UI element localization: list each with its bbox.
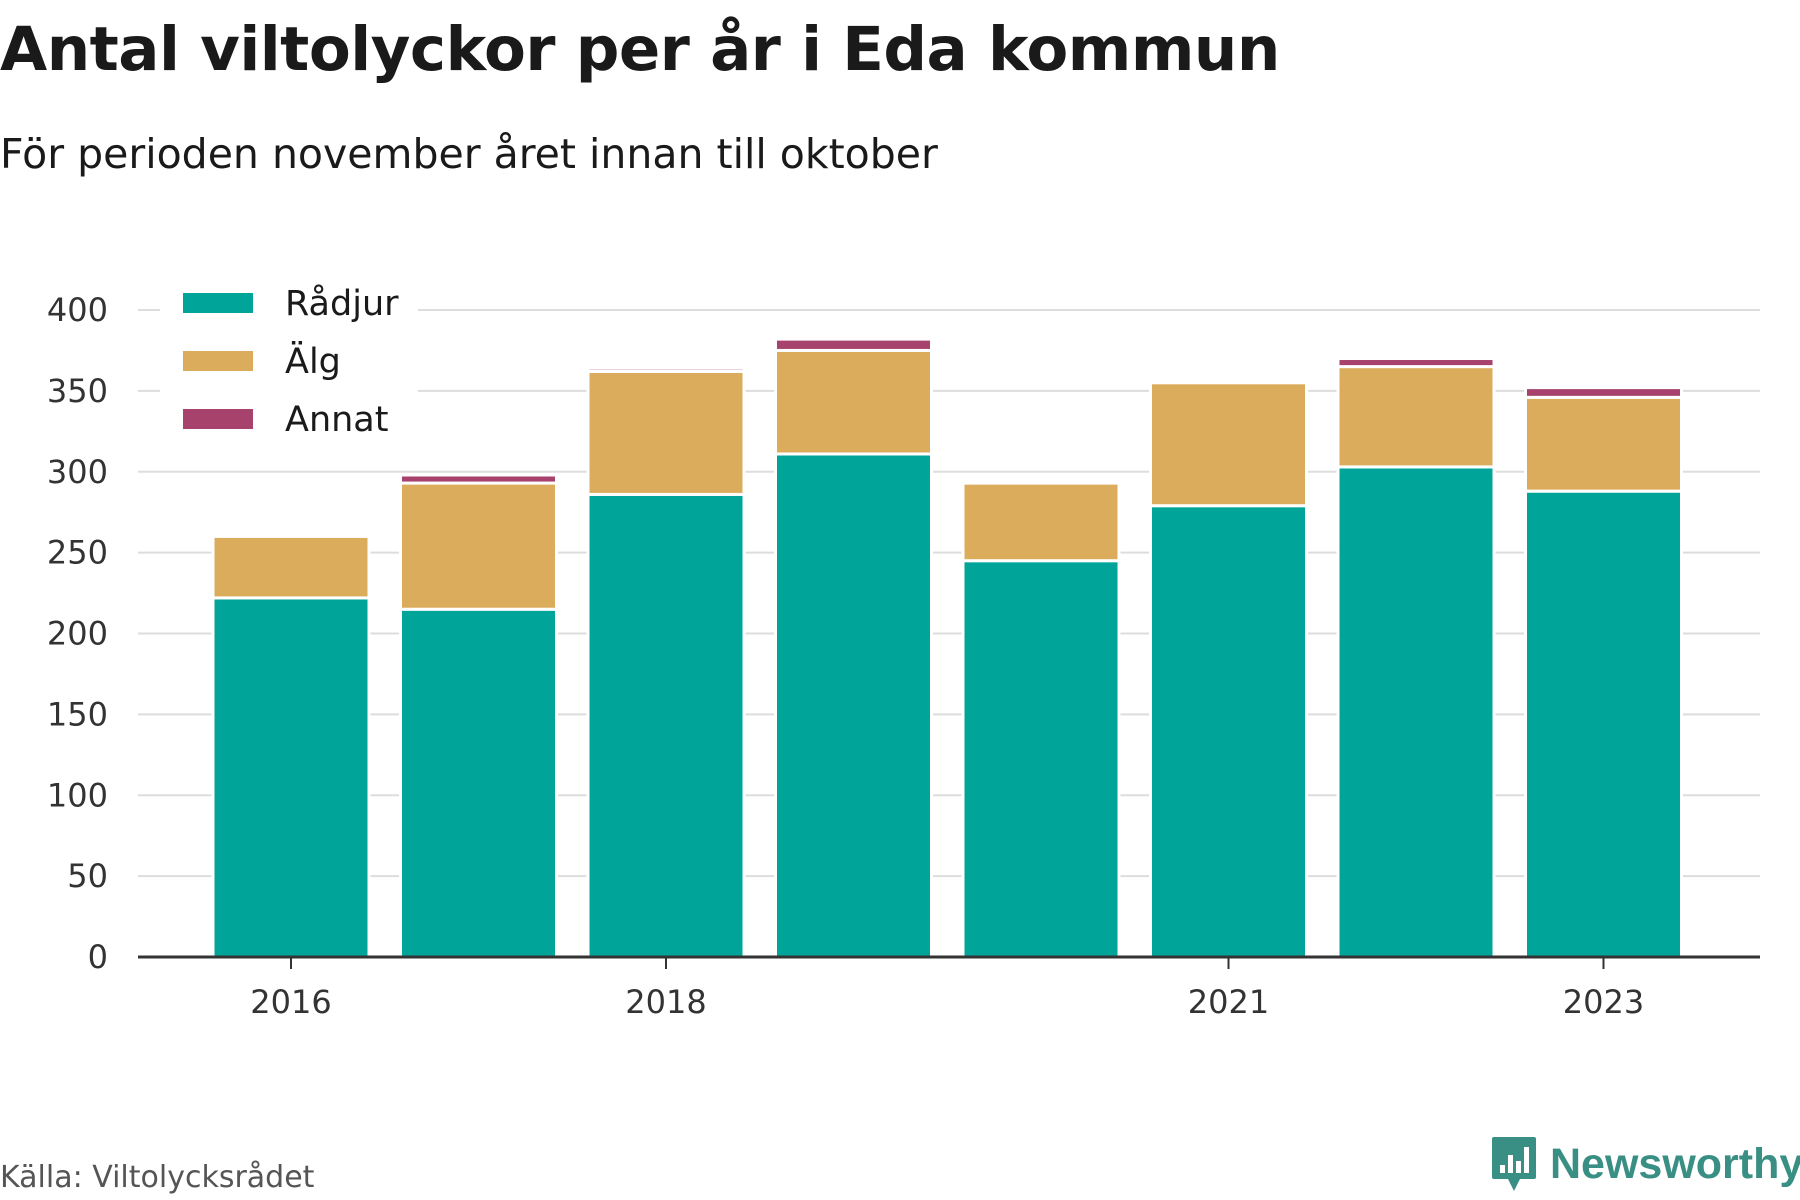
y-tick-label: 400 bbox=[47, 291, 108, 329]
y-tick-label: 100 bbox=[47, 776, 108, 814]
x-tick-label: 2016 bbox=[250, 983, 331, 1021]
bar-segment-Älg bbox=[961, 481, 1121, 563]
bar-segment-Älg bbox=[399, 481, 558, 611]
bar-segment-Älg bbox=[774, 348, 933, 456]
bar-stack-2020 bbox=[961, 479, 1121, 959]
brand-logo: Newsworthy bbox=[1490, 1135, 1800, 1193]
bar-stack-2019 bbox=[774, 337, 933, 959]
y-tick-label: 150 bbox=[47, 695, 108, 733]
bar-segment-Annat bbox=[774, 337, 933, 352]
bar-segment-Annat bbox=[1524, 386, 1683, 399]
bars bbox=[211, 337, 1683, 959]
brand-name: Newsworthy bbox=[1550, 1139, 1800, 1188]
chart-title: Antal viltolyckor per år i Eda kommun bbox=[0, 14, 1280, 85]
bar-segment-Rådjur bbox=[1149, 504, 1308, 959]
x-axis: 2016 2018 2021 2023 bbox=[138, 955, 1760, 1021]
bar-segment-Rådjur bbox=[1524, 489, 1683, 959]
bar-segment-Rådjur bbox=[961, 559, 1121, 959]
chart-subtitle: För perioden november året innan till ok… bbox=[0, 130, 938, 178]
bar-segment-Rådjur bbox=[1336, 465, 1496, 959]
x-tick-label: 2021 bbox=[1188, 983, 1269, 1021]
legend-swatch bbox=[183, 293, 253, 313]
legend-swatch bbox=[183, 409, 253, 429]
bar-segment-Annat bbox=[961, 479, 1121, 485]
bar-segment-Älg bbox=[1336, 365, 1496, 469]
bar-segment-Annat bbox=[399, 473, 558, 485]
bar-stack-2017 bbox=[399, 473, 558, 959]
bar-segment-Annat bbox=[586, 366, 746, 373]
y-tick-label: 350 bbox=[47, 372, 108, 410]
bar-segment-Älg bbox=[211, 534, 371, 600]
source-note: Källa: Viltolycksrådet bbox=[0, 1160, 315, 1195]
bar-segment-Rådjur bbox=[774, 452, 933, 959]
legend-label: Älg bbox=[285, 340, 341, 382]
bar-segment-Annat bbox=[1336, 357, 1496, 369]
bar-segment-Rådjur bbox=[399, 607, 558, 959]
bar-segment-Rådjur bbox=[586, 492, 746, 959]
bar-stack-2016 bbox=[211, 534, 371, 959]
y-tick-label: 200 bbox=[47, 615, 108, 653]
bar-segment-Älg bbox=[586, 369, 746, 496]
stacked-bar-chart: 0 50 100 150 200 250 300 350 400 2016 2018 2021 202… bbox=[46, 278, 1760, 1021]
x-tick-label: 2023 bbox=[1563, 983, 1644, 1021]
bar-segment-Älg bbox=[1524, 395, 1683, 493]
bar-segment-Älg bbox=[1149, 381, 1308, 508]
y-axis-ticks: 0 50 100 150 200 250 300 350 400 bbox=[47, 291, 108, 976]
bar-chart-icon bbox=[1492, 1137, 1536, 1191]
y-tick-label: 250 bbox=[47, 534, 108, 572]
bar-segment-Rådjur bbox=[211, 596, 371, 959]
x-tick-label: 2018 bbox=[625, 983, 706, 1021]
legend-swatch bbox=[183, 351, 253, 371]
bar-stack-2018 bbox=[586, 366, 746, 959]
y-tick-label: 0 bbox=[88, 938, 108, 976]
bar-stack-2022 bbox=[1336, 357, 1496, 959]
y-tick-label: 300 bbox=[47, 453, 108, 491]
bar-stack-2021 bbox=[1149, 381, 1308, 959]
legend-label: Annat bbox=[285, 400, 388, 440]
legend: Rådjur Älg Annat bbox=[160, 278, 418, 456]
legend-label: Rådjur bbox=[285, 283, 399, 324]
bar-stack-2023 bbox=[1524, 386, 1683, 959]
y-tick-label: 50 bbox=[67, 857, 108, 895]
